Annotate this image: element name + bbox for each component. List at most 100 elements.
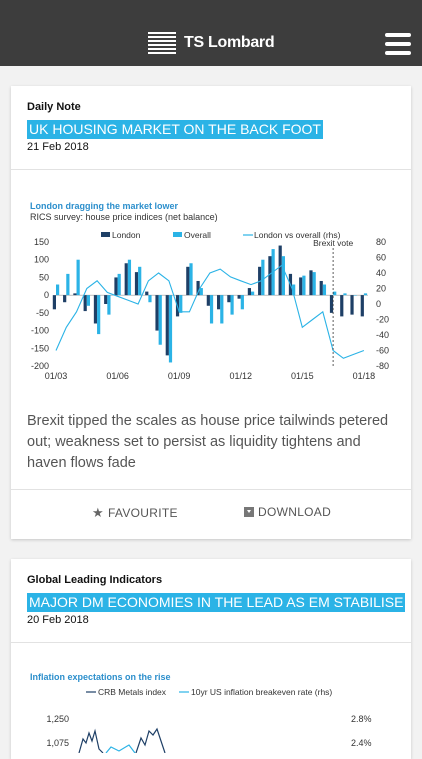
inflation-chart: CRB Metals index 10yr US inflation breake… xyxy=(46,687,372,753)
legend-label: Overall xyxy=(184,230,211,240)
chart-bar xyxy=(220,295,224,324)
chart-bar xyxy=(97,295,101,335)
article-actions: ★ FAVOURITE DOWNLOAD xyxy=(11,489,411,539)
chart-bar xyxy=(251,291,255,296)
chart-bar xyxy=(227,295,231,303)
annotation-label: Brexit vote xyxy=(313,238,353,248)
y-tick-label: 100 xyxy=(34,255,49,265)
chart-bar xyxy=(179,295,183,313)
chart-bar xyxy=(209,295,214,324)
chart-bar xyxy=(107,295,111,315)
chart-bar xyxy=(261,259,265,296)
chart-bar xyxy=(158,295,162,345)
chart-bar xyxy=(292,284,296,296)
series-line xyxy=(105,744,136,753)
chart-bar xyxy=(329,295,334,313)
chart-bar xyxy=(168,295,173,363)
chart-bar xyxy=(117,273,121,296)
download-icon xyxy=(244,507,254,517)
chart-bar xyxy=(360,295,364,317)
y-tick-label: -50 xyxy=(36,308,49,318)
chart-bar xyxy=(240,295,244,310)
chart-bar xyxy=(319,280,323,296)
chart-bar xyxy=(206,295,210,306)
chart-bar xyxy=(86,295,90,306)
divider xyxy=(11,169,411,170)
chart-bar xyxy=(114,277,118,296)
chart-bar xyxy=(302,275,306,296)
legend-label: London vs overall (rhs) xyxy=(254,230,341,240)
brand-name: TS Lombard xyxy=(184,34,275,51)
chart-bar xyxy=(237,295,241,299)
chart-bar xyxy=(363,293,368,296)
legend-swatch xyxy=(101,232,110,237)
chart-bar xyxy=(134,272,139,296)
x-tick-label: 01/12 xyxy=(229,371,252,381)
article-category: Daily Note xyxy=(27,101,81,113)
chart-bar xyxy=(309,270,313,296)
article-headline[interactable]: UK HOUSING MARKET ON THE BACK FOOT xyxy=(27,120,323,139)
x-tick-label: 01/15 xyxy=(291,371,314,381)
favourite-button[interactable]: ★ FAVOURITE xyxy=(92,505,178,521)
article-card[interactable]: Global Leading Indicators MAJOR DM ECONO… xyxy=(11,559,411,759)
y2-tick-label: 60 xyxy=(376,253,386,263)
chart-bar xyxy=(333,291,337,296)
y2-tick-label: 0 xyxy=(376,299,381,309)
article-summary: Brexit tipped the scales as house price … xyxy=(27,413,389,471)
x-tick-label: 01/09 xyxy=(168,371,191,381)
x-tick-label: 01/18 xyxy=(353,371,376,381)
y-tick-label: 50 xyxy=(39,272,49,282)
chart-bar xyxy=(322,284,327,296)
housing-chart: London Overall London vs overall (rhs) 150 1… xyxy=(31,230,389,381)
legend-label: 10yr US inflation breakeven rate (rhs) xyxy=(191,687,332,697)
rhs-series-line xyxy=(55,264,365,359)
chart-bar xyxy=(312,272,316,296)
download-button[interactable]: DOWNLOAD xyxy=(244,505,331,519)
chart-subtitle: RICS survey: house price indices (net ba… xyxy=(30,212,218,222)
chart-bar xyxy=(83,295,87,312)
divider xyxy=(11,489,411,490)
y-tick-label: 0 xyxy=(44,290,49,300)
chart-bar xyxy=(66,273,70,296)
logo-stripes-icon xyxy=(148,32,176,54)
chart-bar xyxy=(93,295,98,324)
chart-bar xyxy=(350,295,354,315)
chart-bar xyxy=(73,293,77,296)
chart-bar xyxy=(186,266,190,296)
y-tick-label: 1,075 xyxy=(46,738,69,748)
chart-bar xyxy=(148,295,152,303)
chart-bar xyxy=(247,288,251,296)
chart-bar xyxy=(127,259,132,296)
series-line xyxy=(78,728,104,753)
chart-bar xyxy=(217,295,221,310)
series-line xyxy=(135,727,166,753)
chart-bar xyxy=(353,295,357,296)
chart-bar xyxy=(230,295,234,315)
chart-bar xyxy=(189,263,193,296)
divider xyxy=(11,642,411,643)
hamburger-menu-icon[interactable] xyxy=(385,33,411,55)
legend-label: London xyxy=(112,230,141,240)
chart-bar xyxy=(56,284,60,296)
x-tick-label: 01/06 xyxy=(106,371,129,381)
chart-bar xyxy=(278,245,282,296)
chart-bar xyxy=(299,277,303,296)
chart-bar xyxy=(76,259,80,296)
y-tick-label: -100 xyxy=(31,326,49,336)
article-date: 20 Feb 2018 xyxy=(27,614,89,626)
y2-tick-label: -40 xyxy=(376,330,389,340)
article-date: 21 Feb 2018 xyxy=(27,141,89,153)
ts-lombard-logo[interactable]: TS Lombard xyxy=(148,30,275,56)
y-tick-label: 1,250 xyxy=(46,714,69,724)
article-headline[interactable]: MAJOR DM ECONOMIES IN THE LEAD AS EM STA… xyxy=(27,593,406,612)
star-icon: ★ xyxy=(92,505,104,520)
chart-title: Inflation expectations on the rise xyxy=(30,672,171,682)
legend-swatch xyxy=(173,232,182,237)
download-label: DOWNLOAD xyxy=(258,505,332,519)
article-card[interactable]: Daily Note UK HOUSING MARKET ON THE BACK… xyxy=(11,86,411,539)
top-bar: TS Lombard xyxy=(0,0,422,66)
legend-label: CRB Metals index xyxy=(98,687,167,697)
chart-bar xyxy=(138,266,142,296)
y-tick-label: 150 xyxy=(34,237,49,247)
favourite-label: FAVOURITE xyxy=(107,506,178,520)
